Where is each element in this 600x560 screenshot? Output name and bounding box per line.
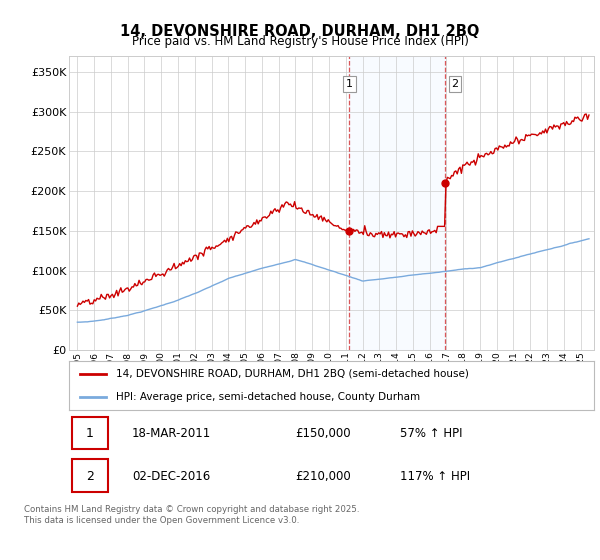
Text: 14, DEVONSHIRE ROAD, DURHAM, DH1 2BQ: 14, DEVONSHIRE ROAD, DURHAM, DH1 2BQ [121, 24, 479, 39]
Text: Price paid vs. HM Land Registry's House Price Index (HPI): Price paid vs. HM Land Registry's House … [131, 35, 469, 48]
Text: HPI: Average price, semi-detached house, County Durham: HPI: Average price, semi-detached house,… [116, 391, 421, 402]
Text: 1: 1 [346, 79, 353, 89]
Text: Contains HM Land Registry data © Crown copyright and database right 2025.
This d: Contains HM Land Registry data © Crown c… [24, 505, 359, 525]
Text: 14, DEVONSHIRE ROAD, DURHAM, DH1 2BQ (semi-detached house): 14, DEVONSHIRE ROAD, DURHAM, DH1 2BQ (se… [116, 369, 469, 379]
Text: 2: 2 [452, 79, 458, 89]
Text: 18-MAR-2011: 18-MAR-2011 [132, 427, 211, 440]
Text: 02-DEC-2016: 02-DEC-2016 [132, 470, 210, 483]
FancyBboxPatch shape [71, 417, 109, 449]
Text: 117% ↑ HPI: 117% ↑ HPI [400, 470, 470, 483]
Text: 1: 1 [86, 427, 94, 440]
Text: £210,000: £210,000 [295, 470, 350, 483]
Text: 2: 2 [86, 470, 94, 483]
FancyBboxPatch shape [71, 459, 109, 492]
Bar [349, 56, 445, 350]
Text: £150,000: £150,000 [295, 427, 350, 440]
Text: 57% ↑ HPI: 57% ↑ HPI [400, 427, 462, 440]
